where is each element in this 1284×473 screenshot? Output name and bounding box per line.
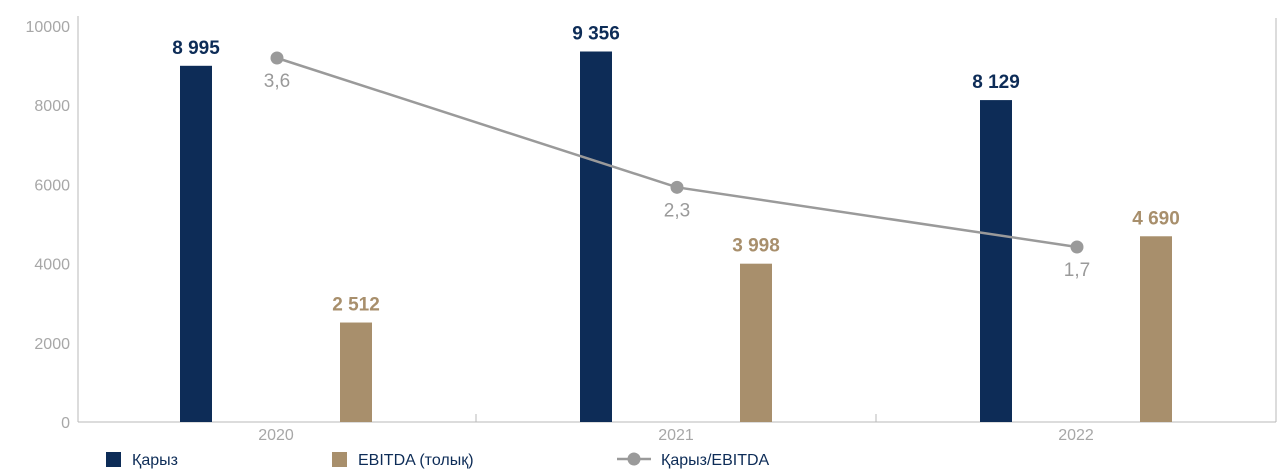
y-tick-label: 2000: [34, 336, 70, 353]
bar-label-debt: 8 995: [172, 38, 220, 59]
bar-debt: [580, 51, 612, 422]
bar-label-ebitda: 4 690: [1132, 208, 1180, 229]
axes: 0 2000 4000 6000 8000 10000 2020 2021 2022: [26, 16, 1277, 444]
ratio-point: [1070, 240, 1084, 254]
y-tick-label: 4000: [34, 257, 70, 274]
y-tick-label: 0: [61, 415, 70, 432]
legend: Қарыз EBITDA (толық) Қарыз/EBITDA: [106, 452, 770, 469]
ratio-line: [270, 51, 1084, 254]
y-tick-label: 8000: [34, 98, 70, 115]
legend-label-ratio: Қарыз/EBITDA: [661, 452, 770, 469]
legend-swatch-ratio-point: [627, 452, 641, 466]
bar-label-ebitda: 2 512: [332, 295, 380, 316]
legend-swatch-ebitda: [332, 452, 347, 467]
bar-ebitda: [340, 322, 372, 422]
bar-debt: [180, 65, 212, 422]
x-tick-label: 2022: [1058, 427, 1094, 444]
bars: [180, 51, 1172, 422]
ratio-point: [270, 51, 284, 65]
ratio-label: 1,7: [1064, 260, 1090, 281]
bar-label-debt: 8 129: [972, 72, 1020, 93]
y-tick-label: 6000: [34, 177, 70, 194]
x-tick-label: 2021: [658, 427, 694, 444]
data-labels: 8 995 9 356 8 129 2 512 3 998 4 690 3,6 2,3 1,7: [172, 24, 1180, 316]
legend-label-debt: Қарыз: [132, 452, 178, 469]
ratio-label: 2,3: [664, 200, 690, 221]
bar-label-ebitda: 3 998: [732, 236, 780, 257]
legend-swatch-debt: [106, 452, 121, 467]
y-tick-label: 10000: [26, 19, 71, 36]
bar-ebitda: [740, 263, 772, 422]
ratio-point: [670, 180, 684, 194]
legend-label-ebitda: EBITDA (толық): [358, 452, 474, 469]
bar-debt: [980, 100, 1012, 422]
bar-ebitda: [1140, 236, 1172, 422]
bar-label-debt: 9 356: [572, 24, 620, 45]
ratio-label: 3,6: [264, 71, 290, 92]
x-tick-label: 2020: [258, 427, 294, 444]
